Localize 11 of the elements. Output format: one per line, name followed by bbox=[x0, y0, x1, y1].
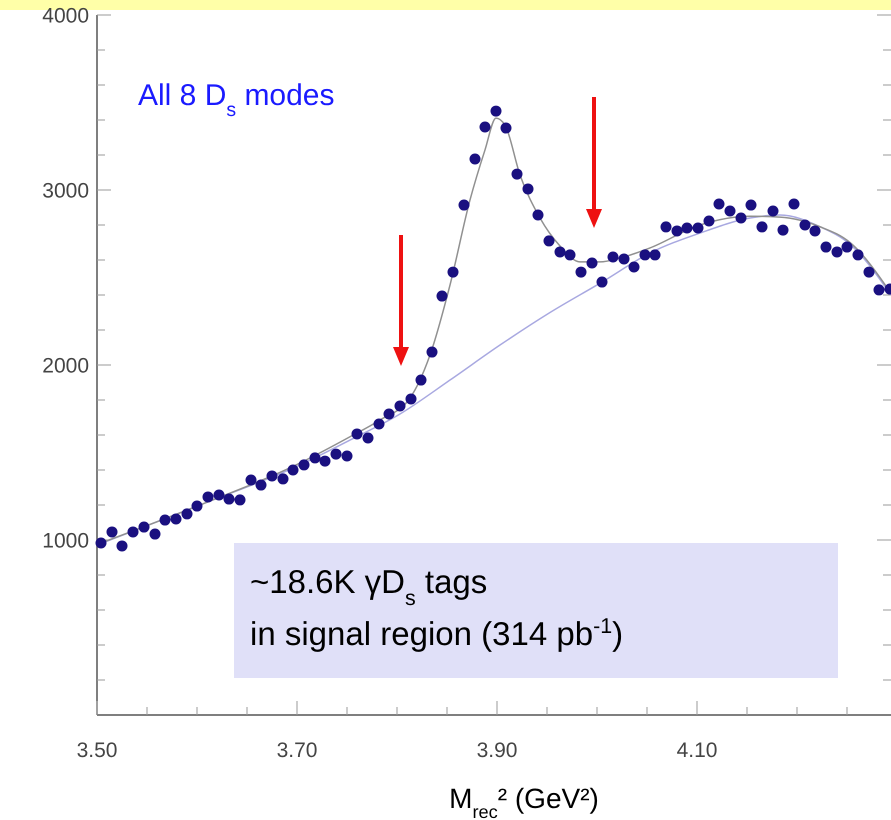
x-tick-label: 3.50 bbox=[76, 739, 118, 762]
x-tick-label: 4.10 bbox=[676, 739, 718, 762]
y-tick-label: 1000 bbox=[42, 529, 89, 552]
x-tick-label: 3.70 bbox=[276, 739, 318, 762]
annotation: All 8 D$_{s}$ modes bbox=[138, 79, 334, 121]
y-tick-label: 4000 bbox=[42, 4, 89, 28]
x-axis-title: M$_{rec}$² (GeV²) bbox=[449, 783, 599, 820]
annotation: ~18.6K γD$_{s}$ tags in signal region (314 pb$^{-1}$) bbox=[250, 563, 624, 652]
y-tick-label: 2000 bbox=[42, 354, 89, 378]
x-tick-label: 3.90 bbox=[476, 739, 518, 762]
y-tick-label: 3000 bbox=[42, 179, 89, 202]
